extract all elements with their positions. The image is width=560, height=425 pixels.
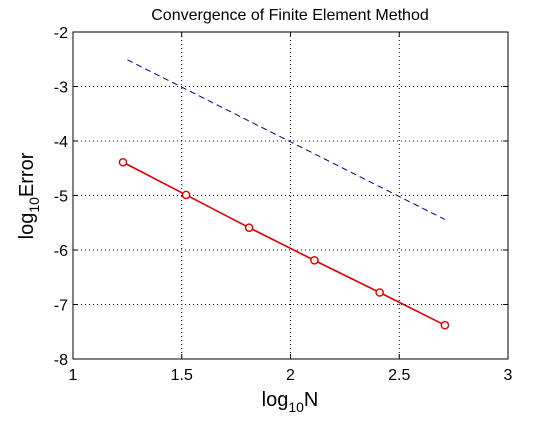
error-data-point	[376, 289, 383, 296]
x-axis-label-subscript: 10	[288, 399, 304, 415]
y-axis-label-rest: Error	[16, 152, 38, 197]
y-axis-label-subscript: 10	[26, 197, 42, 213]
y-tick-label: -4	[54, 134, 68, 151]
x-tick-label: 2	[286, 367, 295, 384]
y-tick-label: -7	[54, 298, 68, 315]
x-axis-label-base: log	[262, 389, 289, 411]
x-tick-label: 3	[504, 367, 513, 384]
error-data-point	[441, 322, 448, 329]
y-tick-label: -5	[54, 189, 68, 206]
y-tick-label: -3	[54, 80, 68, 97]
y-axis-label-base: log	[16, 213, 38, 240]
error-data-point	[119, 159, 126, 166]
error-data-point	[311, 257, 318, 264]
y-tick-label: -2	[54, 25, 68, 42]
y-tick-label: -6	[54, 243, 68, 260]
chart-title: Convergence of Finite Element Method	[151, 7, 428, 24]
y-tick-label: -8	[54, 352, 68, 369]
x-tick-label: 1.5	[171, 367, 193, 384]
x-tick-label: 2.5	[388, 367, 410, 384]
error-data-point	[183, 191, 190, 198]
plot-area	[73, 32, 508, 359]
x-tick-label: 1	[69, 367, 78, 384]
x-axis-label-rest: N	[304, 389, 318, 411]
error-data-point	[246, 224, 253, 231]
